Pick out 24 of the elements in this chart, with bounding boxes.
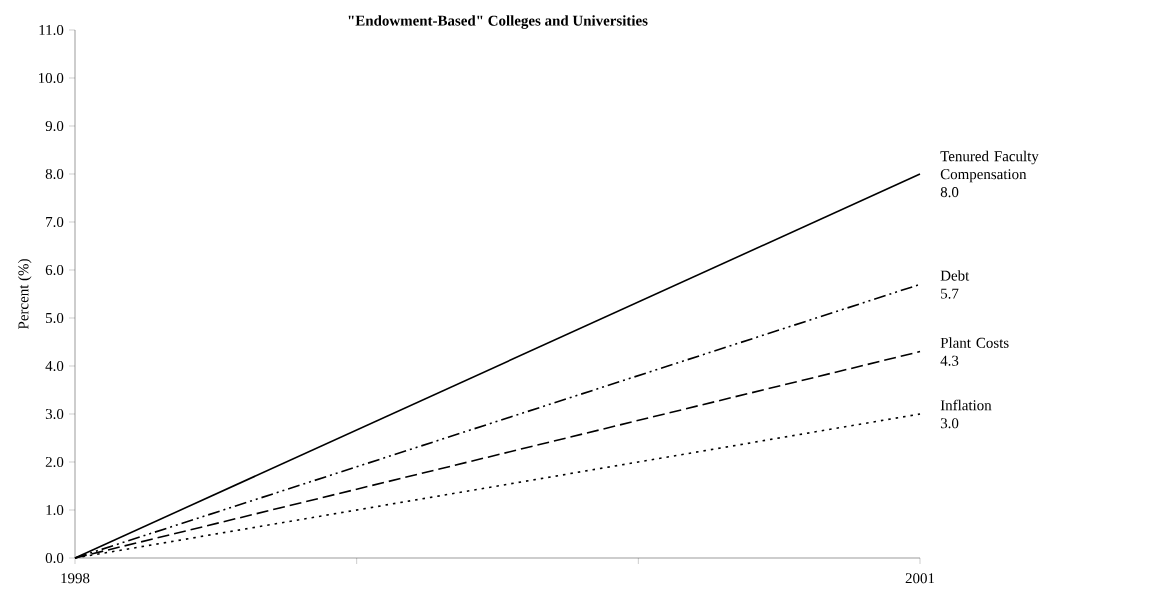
x-tick-label: 1998 [61, 573, 90, 584]
x-tick-label: 2001 [905, 573, 935, 584]
data-label: 5.7 [941, 288, 959, 299]
y-axis-title: Percent (%) [17, 259, 32, 330]
data-label: 3.0 [940, 418, 959, 429]
chart-title: "Endowment-Based" Colleges and Universities [348, 15, 648, 29]
series-label: Plant Costs [940, 337, 1009, 348]
y-tick-label: 9.0 [45, 120, 64, 132]
y-tick-label: 0.0 [45, 552, 64, 564]
y-tick-label: 2.0 [45, 456, 64, 468]
y-tick-label: 1.0 [46, 504, 64, 516]
series-label: Inflation [940, 399, 992, 411]
y-tick-label: 10.0 [39, 72, 64, 84]
data-label: 8.0 [940, 187, 959, 198]
y-tick-label: 7.0 [46, 216, 64, 228]
series-label: Debt [940, 270, 970, 281]
y-tick-label: 4.0 [45, 360, 64, 372]
y-tick-label: 6.0 [45, 264, 64, 276]
y-tick-label: 3.0 [45, 408, 64, 420]
data-label: 4.3 [940, 355, 959, 366]
y-tick-label: 8.0 [45, 168, 64, 180]
series-label: Tenured Faculty Compensation [940, 150, 1039, 183]
y-tick-label: 11.0 [39, 24, 64, 36]
y-tick-label: 5.0 [46, 312, 64, 324]
